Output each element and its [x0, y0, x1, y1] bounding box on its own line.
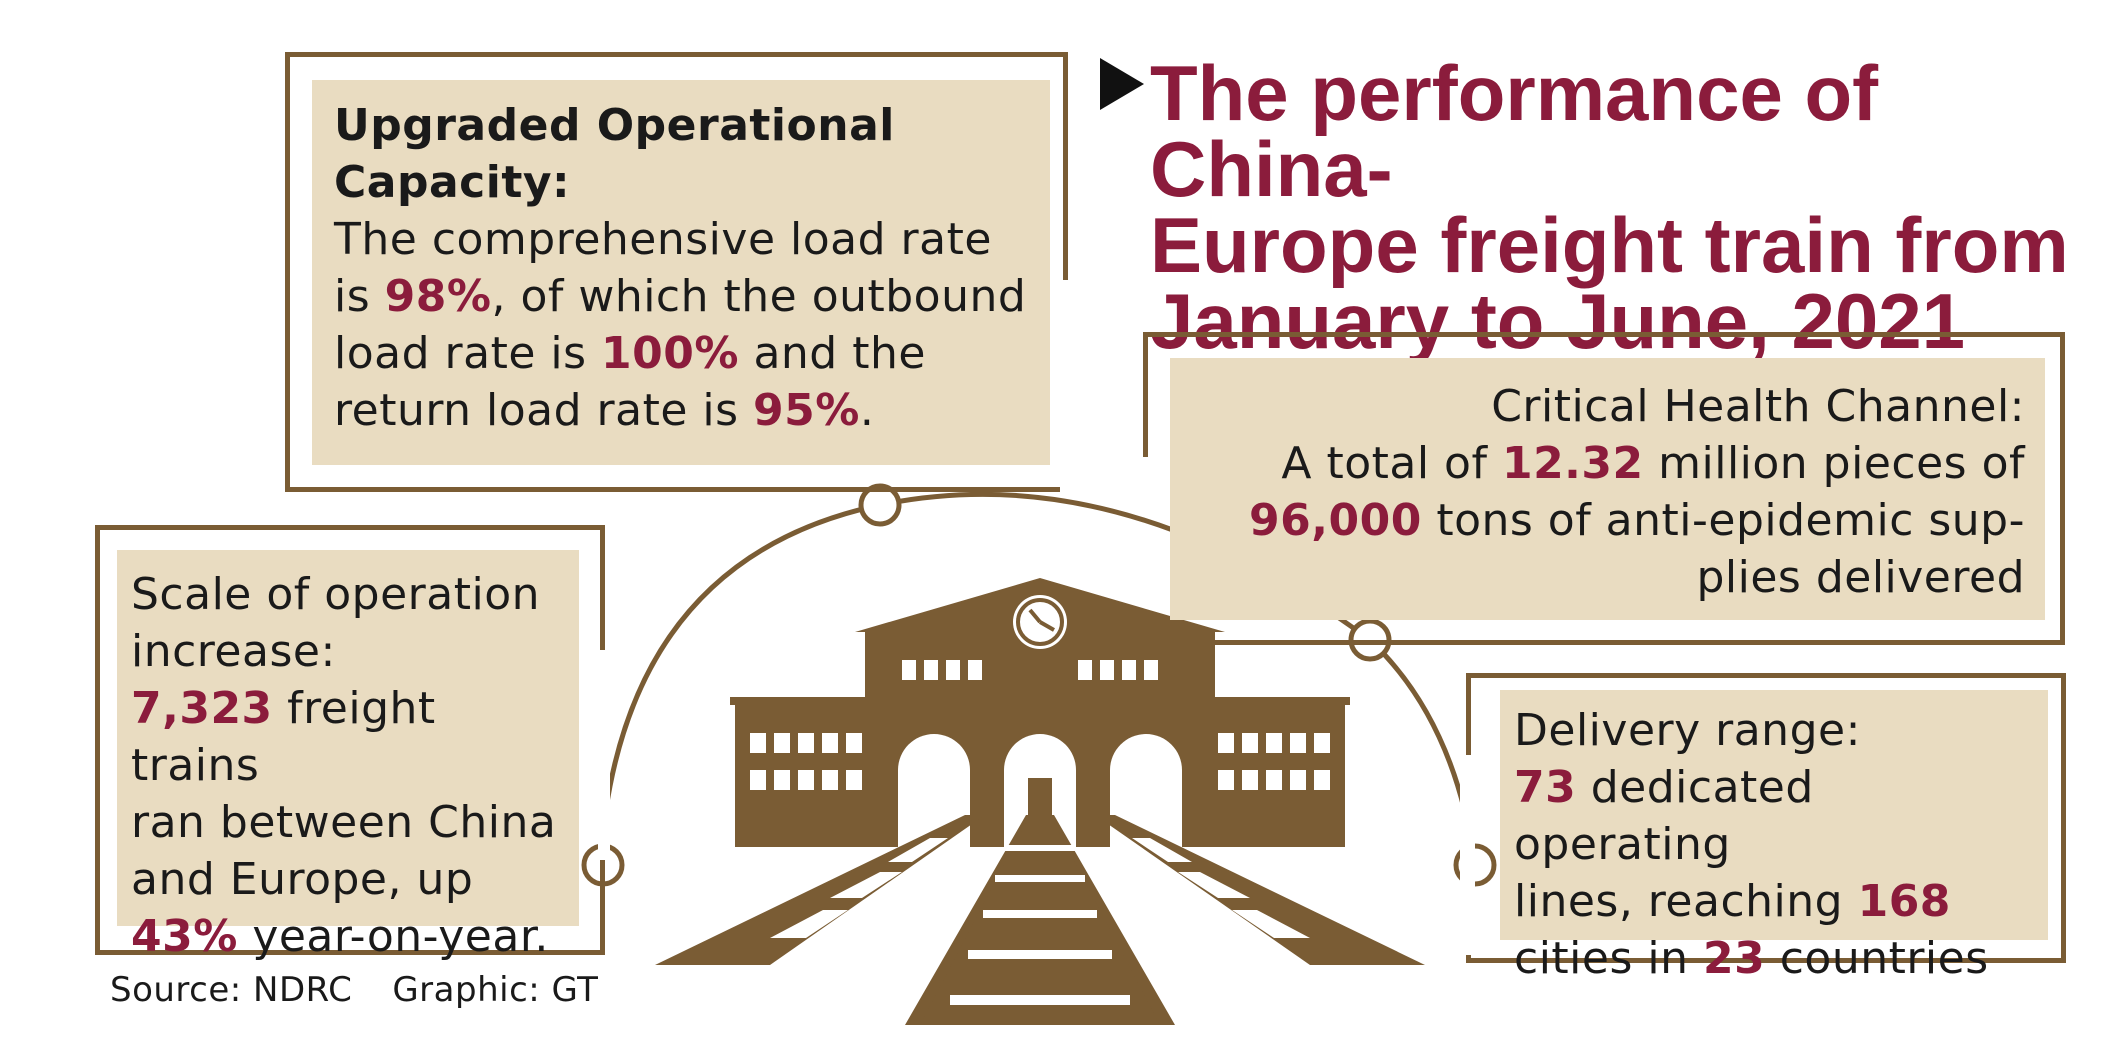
title-arrow-icon [1100, 58, 1144, 110]
footer-credits: Source: NDRC Graphic: GT [110, 970, 638, 1010]
scale-panel: Scale of operation increase: 7,323 freig… [117, 550, 579, 962]
health-panel: Critical Health Channel: A total of 12.3… [1170, 358, 2045, 620]
graphic-label: Graphic: GT [392, 970, 599, 1010]
arc-node-icon [858, 483, 902, 527]
load-rate-value: 98% [384, 271, 492, 322]
scale-text: 7,323 freight trains [131, 683, 436, 791]
health-heading: Critical Health Channel: [1491, 381, 2025, 432]
delivery-panel: Delivery range: 73 dedicated operating l… [1500, 690, 2048, 984]
countries-value: 23 [1702, 933, 1766, 984]
capacity-panel: Upgraded Operational Capacity: The compr… [312, 80, 1050, 465]
return-rate-value: 95% [753, 385, 860, 436]
delivery-text: lines, reaching 168 [1514, 876, 1951, 927]
health-text: A total of 12.32 million pieces of [1281, 438, 2025, 489]
scale-text: 43% year-on-year. [131, 911, 549, 962]
scale-heading: Scale of operation [131, 569, 541, 620]
growth-value: 43% [131, 911, 238, 962]
capacity-text: is 98%, of which the outbound [334, 271, 1027, 322]
scale-text: and Europe, up [131, 854, 474, 905]
health-frame [1143, 332, 2065, 645]
health-text: plies delivered [1696, 552, 2025, 603]
clock-icon [1013, 595, 1067, 649]
capacity-text: return load rate is 95%. [334, 385, 875, 436]
title-line: Europe freight train from [1150, 201, 2069, 289]
delivery-heading: Delivery range: [1514, 705, 1861, 756]
outbound-rate-value: 100% [601, 328, 739, 379]
capacity-frame [285, 52, 1068, 492]
scale-text: ran between China [131, 797, 557, 848]
pieces-value: 12.32 [1501, 438, 1644, 489]
capacity-text: load rate is 100% and the [334, 328, 926, 379]
source-label: Source: NDRC [110, 970, 353, 1010]
cities-value: 168 [1857, 876, 1951, 927]
delivery-text: 73 dedicated operating [1514, 762, 1814, 870]
page-title: The performance of China- Europe freight… [1150, 49, 2070, 365]
title-line: January to June, 2021 [1150, 277, 1966, 365]
tons-value: 96,000 [1249, 495, 1422, 546]
lines-value: 73 [1514, 762, 1577, 813]
scale-heading: increase: [131, 626, 336, 677]
capacity-text: The comprehensive load rate [334, 214, 992, 265]
delivery-text: cities in 23 countries [1514, 933, 1989, 984]
railway-tracks-icon [655, 778, 1425, 1025]
capacity-heading: Upgraded Operational Capacity: [334, 100, 895, 208]
train-count-value: 7,323 [131, 683, 273, 734]
title-line: The performance of China- [1150, 49, 1879, 213]
health-text: 96,000 tons of anti-epidemic sup- [1249, 495, 2025, 546]
